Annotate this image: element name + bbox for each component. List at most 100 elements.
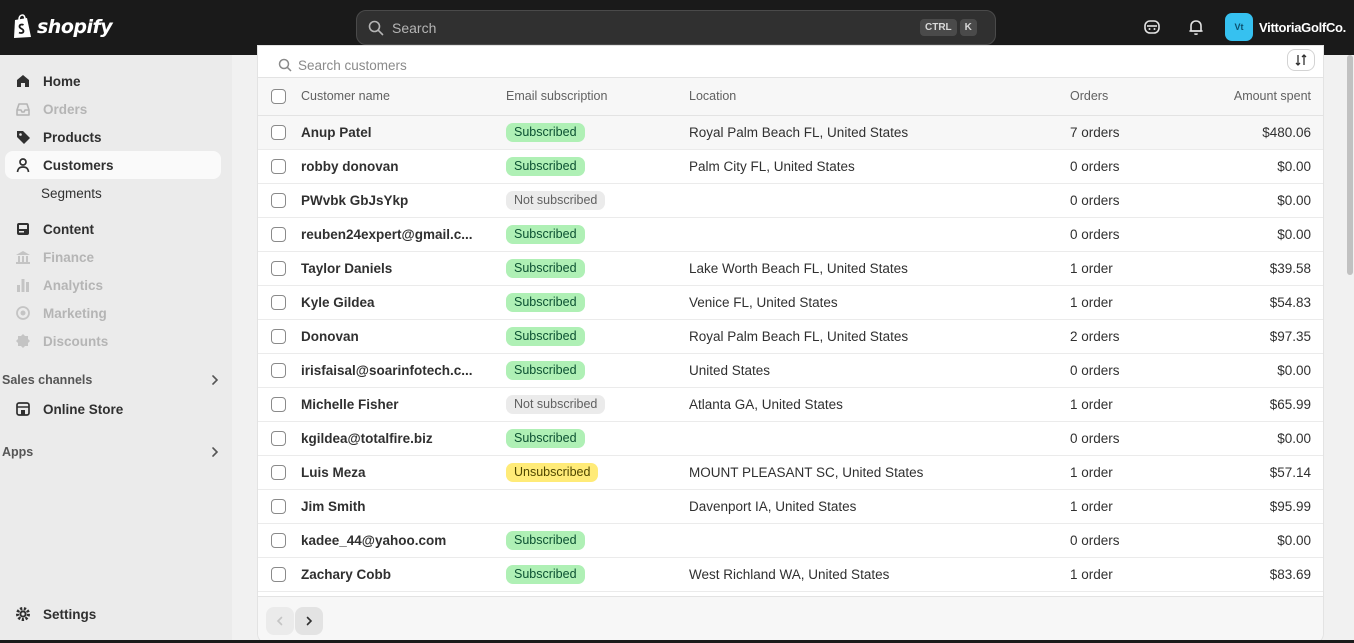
sidebar-item-products[interactable]: Products [5, 123, 221, 151]
customer-orders: 0 orders [1070, 149, 1190, 184]
table-row[interactable]: Donovan Subscribed Royal Palm Beach FL, Un… [258, 319, 1323, 354]
column-header-location[interactable]: Location [689, 78, 1070, 116]
customer-filter-bar: Search customers [258, 46, 1323, 78]
sidebar: Home Orders Products Customers Segments … [0, 55, 232, 643]
customer-name[interactable]: Luis Meza [301, 455, 506, 490]
row-checkbox[interactable] [271, 498, 286, 514]
customer-orders: 0 orders [1070, 217, 1190, 252]
customer-amount-spent: $0.00 [1190, 183, 1323, 218]
bell-icon[interactable] [1186, 17, 1206, 37]
customer-location [689, 523, 1070, 558]
customer-name[interactable]: Anup Patel [301, 115, 506, 150]
row-checkbox[interactable] [271, 158, 286, 174]
email-status-badge: Subscribed [506, 530, 585, 550]
table-row[interactable]: Luis Meza Unsubscribed MOUNT PLEASANT SC, … [258, 455, 1323, 490]
email-subscription-cell: Subscribed [506, 149, 689, 184]
customer-name[interactable]: Taylor Daniels [301, 251, 506, 286]
apps-label: Apps [2, 445, 34, 459]
customer-name[interactable]: irisfaisal@soarinfotech.c... [301, 353, 506, 388]
customer-name[interactable]: kadee_44@yahoo.com [301, 523, 506, 558]
sidebar-item-home[interactable]: Home [5, 67, 221, 95]
sidebar-item-orders[interactable]: Orders [5, 95, 221, 123]
row-checkbox[interactable] [271, 124, 286, 140]
scrollbar-thumb[interactable] [1347, 55, 1353, 275]
sales-channels-section[interactable]: Sales channels [2, 373, 222, 387]
page-scrollbar[interactable] [1346, 55, 1354, 643]
previous-page-button[interactable] [266, 607, 294, 635]
row-checkbox[interactable] [271, 294, 286, 310]
shopify-logo[interactable]: shopify [12, 14, 113, 39]
customer-name[interactable]: Donovan [301, 319, 506, 354]
search-input[interactable] [392, 19, 912, 36]
email-subscription-cell: Subscribed [506, 353, 689, 388]
sort-button[interactable] [1287, 49, 1315, 71]
table-row[interactable]: Jim Smith Davenport IA, United States 1 or… [258, 489, 1323, 524]
row-checkbox[interactable] [271, 566, 286, 582]
customer-name[interactable]: kgildea@totalfire.biz [301, 421, 506, 456]
next-page-button[interactable] [295, 607, 323, 635]
column-header-amount-spent[interactable]: Amount spent [1190, 78, 1323, 116]
sidebar-item-discounts[interactable]: Discounts [5, 327, 221, 355]
table-row[interactable]: robby donovan Subscribed Palm City FL, Uni… [258, 149, 1323, 184]
row-checkbox[interactable] [271, 260, 286, 276]
select-all-checkbox[interactable] [271, 88, 286, 104]
customer-name[interactable]: robby donovan [301, 149, 506, 184]
sidebar-item-label: Segments [41, 185, 102, 201]
customer-name[interactable]: Zachary Cobb [301, 557, 506, 592]
sidebar-item-finance[interactable]: Finance [5, 243, 221, 271]
row-checkbox[interactable] [271, 362, 286, 378]
sidebar-item-customers[interactable]: Customers [5, 151, 221, 179]
email-subscription-cell: Subscribed [506, 319, 689, 354]
row-checkbox[interactable] [271, 192, 286, 208]
apps-section[interactable]: Apps [2, 445, 222, 459]
email-subscription-cell: Subscribed [506, 217, 689, 252]
customer-name[interactable]: Kyle Gildea [301, 285, 506, 320]
email-status-badge: Subscribed [506, 292, 585, 312]
customer-name[interactable]: Jim Smith [301, 489, 506, 524]
sidebar-item-settings[interactable]: Settings [5, 600, 221, 628]
table-row[interactable]: kadee_44@yahoo.com Subscribed 0 orders $0.0… [258, 523, 1323, 558]
email-status-badge: Subscribed [506, 224, 585, 244]
email-status-badge: Subscribed [506, 326, 585, 346]
table-row[interactable]: Zachary Cobb Subscribed West Richland WA, … [258, 557, 1323, 592]
customer-location: United States [689, 353, 1070, 388]
table-row[interactable]: Michelle Fisher Not subscribed Atlanta GA,… [258, 387, 1323, 422]
table-row[interactable]: kgildea@totalfire.biz Subscribed 0 orders $… [258, 421, 1323, 456]
email-subscription-cell: Unsubscribed [506, 455, 689, 490]
customer-search-input[interactable]: Search customers [298, 58, 407, 73]
customer-amount-spent: $0.00 [1190, 523, 1323, 558]
column-header-email-subscription[interactable]: Email subscription [506, 78, 689, 116]
customer-amount-spent: $97.35 [1190, 319, 1323, 354]
global-search[interactable]: CTRL K [356, 10, 996, 45]
column-header-orders[interactable]: Orders [1070, 78, 1190, 116]
store-menu[interactable]: Vt VittoriaGolfCo. [1225, 13, 1346, 41]
customer-name[interactable]: PWvbk GbJsYkp [301, 183, 506, 218]
customer-name[interactable]: Michelle Fisher [301, 387, 506, 422]
sidebar-item-analytics[interactable]: Analytics [5, 271, 221, 299]
home-icon [17, 75, 29, 87]
row-checkbox[interactable] [271, 532, 286, 548]
table-row[interactable]: reuben24expert@gmail.c... Subscribed 0 ord… [258, 217, 1323, 252]
customer-location: Atlanta GA, United States [689, 387, 1070, 422]
row-checkbox[interactable] [271, 328, 286, 344]
customer-location: Palm City FL, United States [689, 149, 1070, 184]
row-checkbox[interactable] [271, 430, 286, 446]
sidekick-icon[interactable] [1142, 17, 1162, 37]
row-checkbox[interactable] [271, 396, 286, 412]
table-row[interactable]: irisfaisal@soarinfotech.c... Subscribed Un… [258, 353, 1323, 388]
row-checkbox[interactable] [271, 226, 286, 242]
row-checkbox[interactable] [271, 464, 286, 480]
customers-table: Customer name Email subscription Locatio… [258, 78, 1323, 592]
column-header-customer-name[interactable]: Customer name [301, 78, 506, 116]
sidebar-item-content[interactable]: Content [5, 215, 221, 243]
table-row[interactable]: PWvbk GbJsYkp Not subscribed 0 orders $0.00 [258, 183, 1323, 218]
customer-name[interactable]: reuben24expert@gmail.c... [301, 217, 506, 252]
sidebar-item-online-store[interactable]: Online Store [5, 395, 221, 423]
sidebar-item-marketing[interactable]: Marketing [5, 299, 221, 327]
email-status-badge: Subscribed [506, 258, 585, 278]
table-row[interactable]: Anup Patel Subscribed Royal Palm Beach FL,… [258, 115, 1323, 150]
table-row[interactable]: Taylor Daniels Subscribed Lake Worth Beach… [258, 251, 1323, 286]
kbd-k: K [959, 19, 977, 36]
sidebar-item-segments[interactable]: Segments [5, 179, 221, 207]
table-row[interactable]: Kyle Gildea Subscribed Venice FL, United S… [258, 285, 1323, 320]
